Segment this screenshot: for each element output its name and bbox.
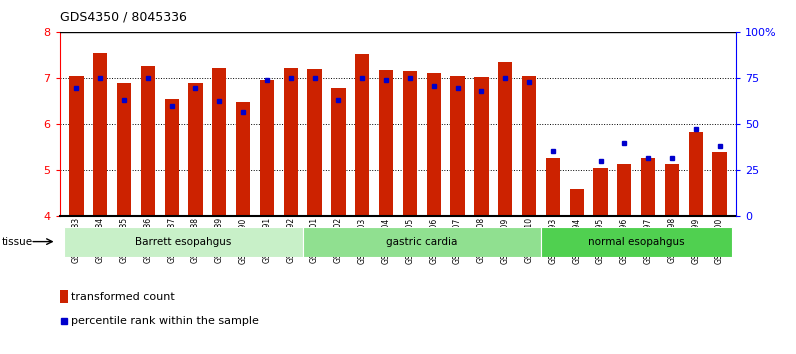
Bar bbox=[665, 164, 679, 216]
Bar bbox=[403, 71, 417, 216]
Bar bbox=[498, 62, 513, 216]
Bar bbox=[331, 88, 345, 216]
Bar bbox=[213, 68, 227, 216]
Text: percentile rank within the sample: percentile rank within the sample bbox=[71, 316, 259, 326]
Text: tissue: tissue bbox=[2, 236, 33, 247]
Bar bbox=[593, 168, 607, 216]
Bar bbox=[355, 54, 369, 216]
Bar bbox=[93, 53, 107, 216]
Text: transformed count: transformed count bbox=[71, 292, 174, 302]
Bar bbox=[541, 227, 732, 257]
Text: normal esopahgus: normal esopahgus bbox=[588, 236, 685, 247]
Bar bbox=[165, 98, 179, 216]
Bar bbox=[641, 159, 655, 216]
Bar bbox=[69, 76, 84, 216]
Bar bbox=[283, 68, 298, 216]
Bar bbox=[712, 153, 727, 216]
Bar bbox=[60, 290, 68, 303]
Bar bbox=[259, 80, 274, 216]
Bar bbox=[427, 73, 441, 216]
Bar bbox=[451, 76, 465, 216]
Bar bbox=[546, 159, 560, 216]
Bar bbox=[189, 84, 203, 216]
Bar bbox=[474, 77, 489, 216]
Bar bbox=[689, 132, 703, 216]
Bar bbox=[307, 69, 322, 216]
Bar bbox=[569, 189, 583, 216]
Text: Barrett esopahgus: Barrett esopahgus bbox=[135, 236, 232, 247]
Bar bbox=[117, 84, 131, 216]
Bar bbox=[141, 67, 155, 216]
Text: GDS4350 / 8045336: GDS4350 / 8045336 bbox=[60, 11, 186, 24]
Bar bbox=[64, 227, 302, 257]
Bar bbox=[617, 164, 631, 216]
Bar bbox=[379, 70, 393, 216]
Bar bbox=[522, 76, 537, 216]
Bar bbox=[236, 102, 250, 216]
Bar bbox=[302, 227, 541, 257]
Text: gastric cardia: gastric cardia bbox=[386, 236, 458, 247]
